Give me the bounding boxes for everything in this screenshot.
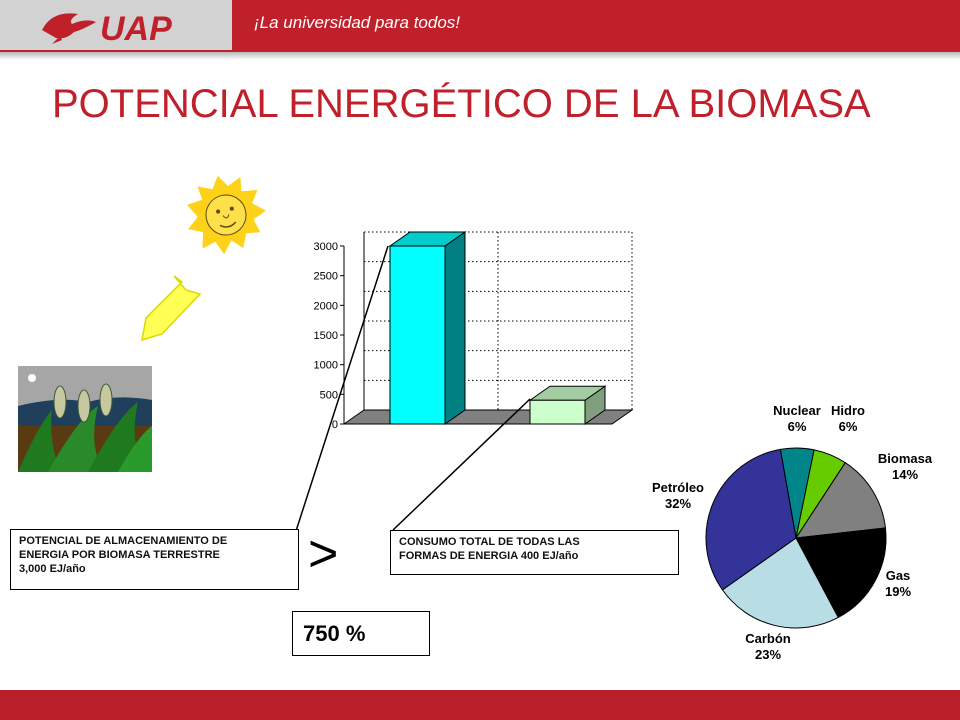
consumption-line-1: CONSUMO TOTAL DE TODAS LAS — [399, 536, 580, 548]
pie-slice-label: 23% — [755, 647, 781, 662]
consumption-textbox: CONSUMO TOTAL DE TODAS LAS FORMAS DE ENE… — [390, 530, 679, 575]
pie-slice-name: Gas — [886, 568, 911, 583]
storage-line-2: ENERGIA POR BIOMASA TERRESTRE — [19, 549, 220, 561]
pie-slice — [794, 461, 886, 539]
pie-slice-name: Carbón — [745, 631, 791, 646]
storage-textbox: POTENCIAL DE ALMACENAMIENTO DE ENERGIA P… — [10, 529, 299, 590]
pie-slice-label: 6% — [788, 419, 807, 434]
pie-slice-label: 32% — [665, 496, 691, 511]
pie-slice-name: Biomasa — [878, 451, 933, 466]
storage-line-1: POTENCIAL DE ALMACENAMIENTO DE — [19, 535, 228, 547]
bar-side — [444, 231, 466, 425]
y-tick-label: 0 — [332, 419, 338, 431]
y-tick-label: 2000 — [314, 300, 338, 312]
bar — [389, 245, 446, 425]
pie-chart: Nuclear6%Hidro6%Biomasa14%Gas19%Carbón23… — [652, 403, 933, 662]
y-tick-label: 3000 — [314, 241, 338, 253]
uap-logo[interactable]: UAP — [0, 0, 232, 50]
footer-bar — [0, 690, 960, 720]
page-title: POTENCIAL ENERGÉTICO DE LA BIOMASA — [52, 82, 871, 126]
pie-slice — [721, 537, 839, 629]
logo-graphic: UAP — [42, 10, 172, 48]
bar — [529, 399, 586, 425]
header-bar: UAP ¡La universidad para todos! — [0, 0, 960, 52]
pie-slice — [795, 527, 887, 619]
tagline: ¡La universidad para todos! — [254, 13, 461, 32]
bird-tail-icon — [52, 36, 62, 44]
bird-icon — [42, 13, 96, 39]
storage-line-3: 3,000 EJ/año — [19, 563, 86, 575]
pie-slice-name: Petróleo — [652, 480, 704, 495]
pie-slice-label: 6% — [839, 419, 858, 434]
pie-slice-label: 19% — [885, 584, 911, 599]
header-shadow — [0, 52, 960, 60]
percent-box: 750 % — [292, 611, 430, 656]
plants-clipart — [18, 366, 152, 472]
arrow-down-left-icon — [141, 275, 202, 342]
bar-chart: 0 500 1000 1500 2000 2500 3000 — [314, 231, 634, 431]
pie-slice-name: Hidro — [831, 403, 865, 418]
y-tick-label: 500 — [320, 389, 338, 401]
greater-than-symbol: > — [308, 525, 339, 583]
pie-slice-label: 14% — [892, 467, 918, 482]
pie-slice-name: Nuclear — [773, 403, 821, 418]
consumption-line-2: FORMAS DE ENERGIA 400 EJ/año — [399, 550, 579, 562]
y-tick-label: 1000 — [314, 360, 338, 372]
y-tick-label: 2500 — [314, 271, 338, 283]
y-tick-label: 1500 — [314, 330, 338, 342]
logo-text: UAP — [100, 10, 172, 48]
pie-slice — [705, 448, 797, 591]
sun-icon — [187, 175, 266, 255]
